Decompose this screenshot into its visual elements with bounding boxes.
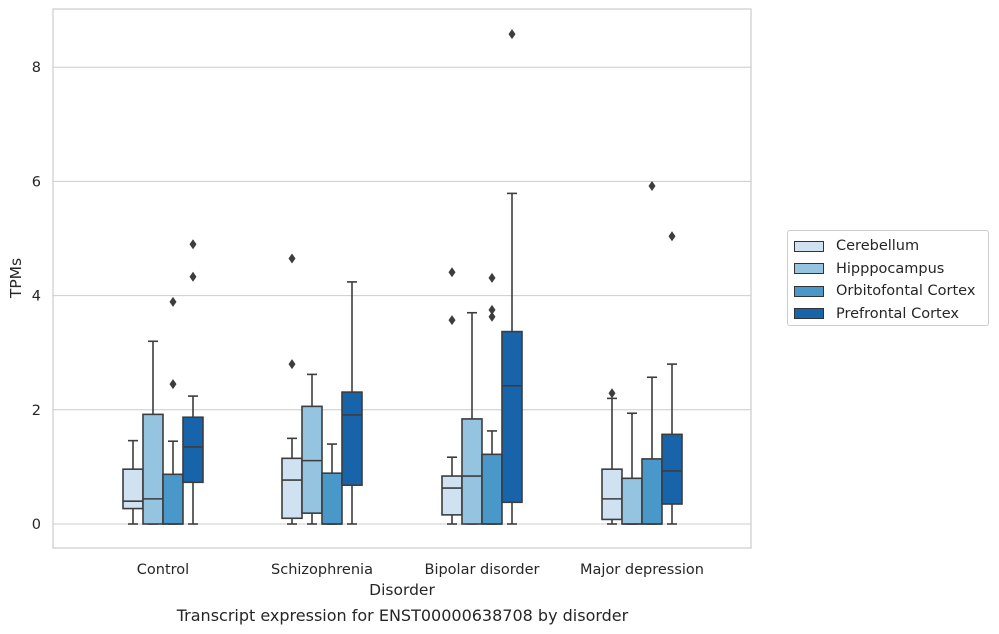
legend-item: Prefrontal Cortex [794, 304, 959, 324]
legend-label: Orbitofontal Cortex [836, 283, 976, 299]
outlier-point [448, 267, 456, 278]
box [481, 453, 503, 525]
figure-caption: Transcript expression for ENST0000063870… [176, 606, 629, 625]
legend-swatch [794, 285, 824, 297]
legend-swatch [794, 240, 824, 252]
legend-swatch [794, 308, 824, 319]
box [501, 330, 523, 504]
legend-label: Prefrontal Cortex [836, 305, 959, 322]
outlier-point [608, 388, 616, 399]
box [301, 405, 323, 514]
outlier-point [488, 272, 496, 283]
legend-item: Cerebellum [794, 236, 919, 256]
y-tick-label: 0 [32, 517, 41, 533]
box [621, 477, 643, 525]
outlier-point [648, 180, 656, 191]
box [162, 473, 184, 525]
y-tick-label: 8 [32, 60, 41, 76]
y-tick-label: 4 [32, 289, 41, 305]
outlier-point [169, 296, 177, 307]
plot-frame [52, 8, 752, 549]
y-axis-label: TPMs [7, 258, 25, 299]
x-tick-label: Control [137, 562, 189, 578]
outlier-point [488, 304, 496, 315]
box [142, 413, 164, 525]
legend-label: Hipppocampus [836, 260, 945, 277]
box [321, 472, 343, 525]
legend-swatch [794, 263, 824, 274]
legend-item: Orbitofontal Cortex [794, 281, 975, 301]
x-tick-label: Major depression [580, 562, 704, 578]
box [461, 418, 483, 525]
outlier-point [508, 29, 516, 40]
x-tick-label: Schizophrenia [271, 562, 373, 578]
x-tick-label: Bipolar disorder [425, 562, 540, 578]
box [122, 468, 144, 510]
legend-item: Hipppocampus [794, 259, 944, 279]
box [182, 416, 204, 484]
box [281, 457, 303, 520]
outlier-point [189, 239, 197, 250]
outlier-point [288, 253, 296, 264]
box [601, 468, 623, 521]
x-axis-label: Disorder [369, 581, 435, 599]
box [341, 391, 363, 486]
outlier-point [448, 315, 456, 326]
outlier-point [668, 231, 676, 242]
outlier-point [288, 359, 296, 370]
outlier-point [189, 271, 197, 282]
legend: Cerebellum Hipppocampus Orbitofontal Corte… [787, 230, 989, 326]
y-tick-label: 2 [32, 403, 41, 419]
box [661, 433, 683, 505]
outlier-point [488, 311, 496, 322]
legend-label: Cerebellum [836, 238, 920, 254]
box [441, 475, 463, 516]
y-tick-label: 6 [32, 174, 41, 190]
outlier-point [169, 379, 177, 390]
box [641, 458, 663, 525]
